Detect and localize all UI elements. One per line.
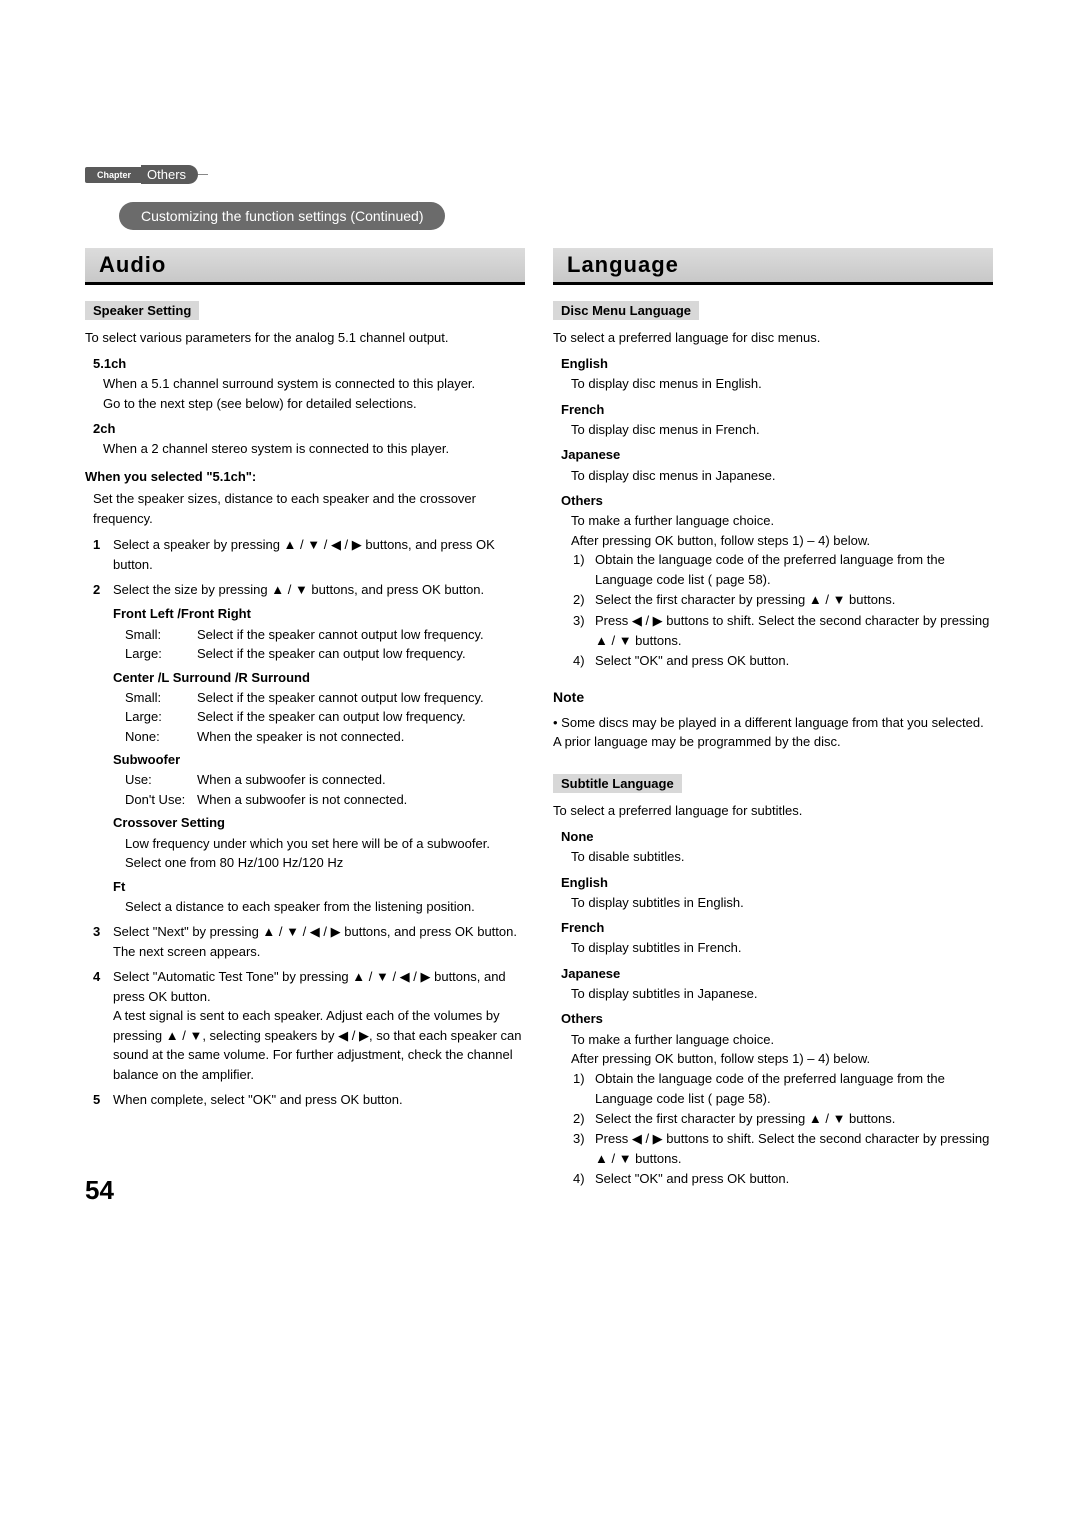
section-pill: Customizing the function settings (Conti… — [119, 202, 445, 230]
discmenu-body: To select a preferred language for disc … — [553, 328, 993, 752]
opt-2ch-line1: When a 2 channel stereo system is connec… — [103, 439, 525, 459]
step-3-num: 3 — [93, 922, 113, 961]
center-large: Large:Select if the speaker can output l… — [125, 707, 525, 727]
step-2: 2 Select the size by pressing ▲ / ▼ butt… — [93, 580, 525, 600]
heading-audio-text: Audio — [99, 252, 166, 277]
subtitle-body: To select a preferred language for subti… — [553, 801, 993, 1190]
step-1-text: Select a speaker by pressing ▲ / ▼ / ◀ /… — [113, 535, 525, 574]
st-none: None — [561, 827, 993, 847]
st-french-desc: To display subtitles in French. — [571, 938, 993, 958]
sub-heading-subtitle: Subtitle Language — [553, 774, 682, 793]
st-others-desc: To make a further language choice. — [571, 1030, 993, 1050]
st-step2: Select the first character by pressing ▲… — [595, 1109, 895, 1129]
discmenu-intro: To select a preferred language for disc … — [553, 328, 993, 348]
group-center: Center /L Surround /R Surround — [113, 668, 525, 688]
group-front: Front Left /Front Right — [113, 604, 525, 624]
group-sub: Subwoofer — [113, 750, 525, 770]
step-5-text: When complete, select "OK" and press OK … — [113, 1090, 403, 1110]
ft-desc: Select a distance to each speaker from t… — [125, 897, 525, 917]
st-none-desc: To disable subtitles. — [571, 847, 993, 867]
chapter-divider — [198, 174, 208, 175]
crossover-desc: Low frequency under which you set here w… — [125, 834, 525, 873]
st-french: French — [561, 918, 993, 938]
sub-heading-speaker: Speaker Setting — [85, 301, 199, 320]
when-selected: When you selected "5.1ch": — [85, 467, 525, 487]
opt-51ch-line2: Go to the next step (see below) for deta… — [103, 394, 525, 414]
audio-body: To select various parameters for the ana… — [85, 328, 525, 1110]
step-5: 5 When complete, select "OK" and press O… — [93, 1090, 525, 1110]
sub-heading-discmenu: Disc Menu Language — [553, 301, 699, 320]
page-number: 54 — [85, 1175, 114, 1206]
dm-step2: Select the first character by pressing ▲… — [595, 590, 895, 610]
front-small: Small:Select if the speaker cannot outpu… — [125, 625, 525, 645]
dm-others-desc: To make a further language choice. — [571, 511, 993, 531]
step-3-text: Select "Next" by pressing ▲ / ▼ / ◀ / ▶ … — [113, 922, 517, 961]
dm-step3: Press ◀ / ▶ buttons to shift. Select the… — [595, 611, 993, 651]
sub-use: Use:When a subwoofer is connected. — [125, 770, 525, 790]
dm-japanese: Japanese — [561, 445, 993, 465]
step-5-num: 5 — [93, 1090, 113, 1110]
group-ft: Ft — [113, 877, 525, 897]
when-desc: Set the speaker sizes, distance to each … — [93, 489, 525, 529]
sub-dontuse: Don't Use:When a subwoofer is not connec… — [125, 790, 525, 810]
chapter-badge: Chapter — [85, 167, 141, 183]
heading-audio: Audio — [85, 248, 525, 285]
st-japanese: Japanese — [561, 964, 993, 984]
heading-language-text: Language — [567, 252, 679, 277]
dm-english: English — [561, 354, 993, 374]
opt-51ch: 5.1ch — [93, 354, 525, 374]
dm-japanese-desc: To display disc menus in Japanese. — [571, 466, 993, 486]
step-2-num: 2 — [93, 580, 113, 600]
dm-step1: Obtain the language code of the preferre… — [595, 550, 993, 590]
step-1-num: 1 — [93, 535, 113, 574]
center-small: Small:Select if the speaker cannot outpu… — [125, 688, 525, 708]
group-crossover: Crossover Setting — [113, 813, 525, 833]
st-steps: 1)Obtain the language code of the prefer… — [573, 1069, 993, 1190]
dm-french: French — [561, 400, 993, 420]
right-column: Language Disc Menu Language To select a … — [553, 248, 993, 1189]
dm-english-desc: To display disc menus in English. — [571, 374, 993, 394]
opt-51ch-line1: When a 5.1 channel surround system is co… — [103, 374, 525, 394]
st-others: Others — [561, 1009, 993, 1029]
dm-others: Others — [561, 491, 993, 511]
step-2-text: Select the size by pressing ▲ / ▼ button… — [113, 580, 484, 600]
step-4-text: Select "Automatic Test Tone" by pressing… — [113, 967, 525, 1084]
step-4-num: 4 — [93, 967, 113, 1084]
dm-french-desc: To display disc menus in French. — [571, 420, 993, 440]
st-english: English — [561, 873, 993, 893]
heading-language: Language — [553, 248, 993, 285]
subtitle-intro: To select a preferred language for subti… — [553, 801, 993, 821]
step-3: 3 Select "Next" by pressing ▲ / ▼ / ◀ / … — [93, 922, 525, 961]
st-english-desc: To display subtitles in English. — [571, 893, 993, 913]
chapter-bar: Chapter Others — [85, 165, 995, 184]
st-step4: Select "OK" and press OK button. — [595, 1169, 789, 1189]
dm-others-after: After pressing OK button, follow steps 1… — [571, 531, 993, 551]
st-step3: Press ◀ / ▶ buttons to shift. Select the… — [595, 1129, 993, 1169]
dm-steps: 1)Obtain the language code of the prefer… — [573, 550, 993, 671]
note-body: • Some discs may be played in a differen… — [553, 713, 993, 752]
st-japanese-desc: To display subtitles in Japanese. — [571, 984, 993, 1004]
center-none: None:When the speaker is not connected. — [125, 727, 525, 747]
step-1: 1 Select a speaker by pressing ▲ / ▼ / ◀… — [93, 535, 525, 574]
audio-intro: To select various parameters for the ana… — [85, 328, 525, 348]
dm-step4: Select "OK" and press OK button. — [595, 651, 789, 671]
opt-2ch: 2ch — [93, 419, 525, 439]
st-step1: Obtain the language code of the preferre… — [595, 1069, 993, 1109]
st-others-after: After pressing OK button, follow steps 1… — [571, 1049, 993, 1069]
step-4: 4 Select "Automatic Test Tone" by pressi… — [93, 967, 525, 1084]
left-column: Audio Speaker Setting To select various … — [85, 248, 525, 1189]
note-title: Note — [553, 687, 993, 709]
front-large: Large:Select if the speaker can output l… — [125, 644, 525, 664]
chapter-label: Others — [141, 165, 198, 184]
